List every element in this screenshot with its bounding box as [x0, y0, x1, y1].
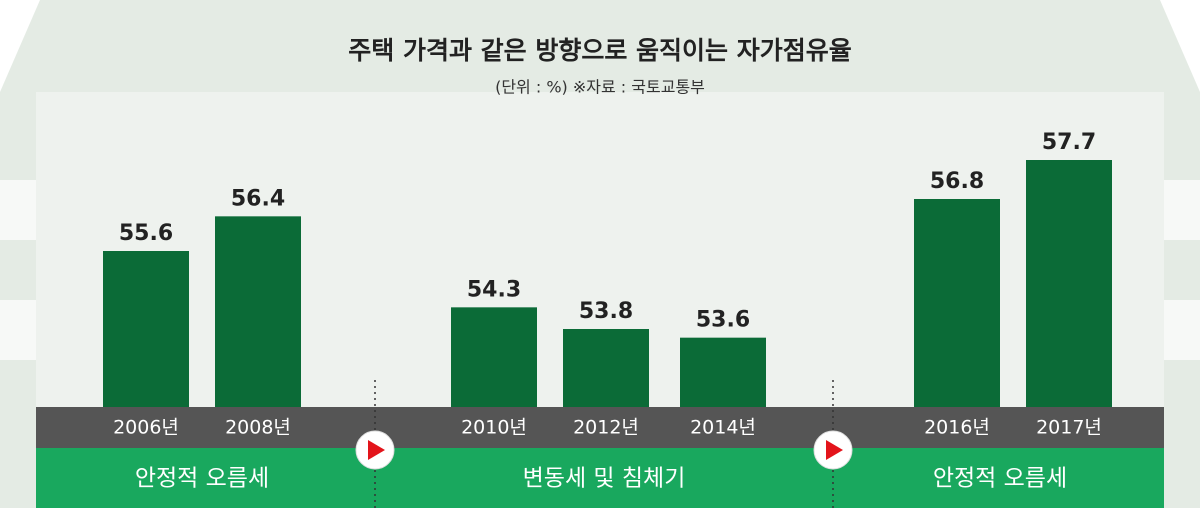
x-tick-label: 2014년: [690, 417, 756, 439]
bar: [451, 307, 537, 407]
value-label: 53.6: [696, 308, 750, 333]
window-stripes: [0, 180, 1200, 360]
phase-label: 안정적 오름세: [933, 466, 1067, 492]
chart-subtitle: (단위 : %) ※자료 : 국토교통부: [495, 78, 705, 97]
x-tick-label: 2016년: [924, 417, 990, 439]
x-tick-label: 2010년: [461, 417, 527, 439]
value-label: 57.7: [1042, 130, 1096, 155]
x-tick-label: 2017년: [1036, 417, 1102, 439]
bar: [563, 329, 649, 407]
play-icons: [355, 430, 853, 470]
value-label: 56.8: [930, 169, 984, 194]
bar: [103, 251, 189, 407]
x-tick-label: 2008년: [225, 417, 291, 439]
bar: [215, 216, 301, 407]
phase-band: [36, 448, 1164, 508]
value-label: 55.6: [119, 221, 173, 246]
bar: [680, 337, 766, 407]
bar: [914, 199, 1000, 407]
phase-label: 변동세 및 침체기: [523, 466, 686, 492]
x-tick-label: 2012년: [573, 417, 639, 439]
x-tick-label: 2006년: [113, 417, 179, 439]
value-label: 56.4: [231, 186, 285, 211]
value-label: 53.8: [579, 299, 633, 324]
value-label: 54.3: [467, 277, 521, 302]
chart-title: 주택 가격과 같은 방향으로 움직이는 자가점유율: [348, 36, 852, 65]
phase-label: 안정적 오름세: [135, 466, 269, 492]
year-band: [36, 407, 1164, 448]
bar: [1026, 160, 1112, 407]
